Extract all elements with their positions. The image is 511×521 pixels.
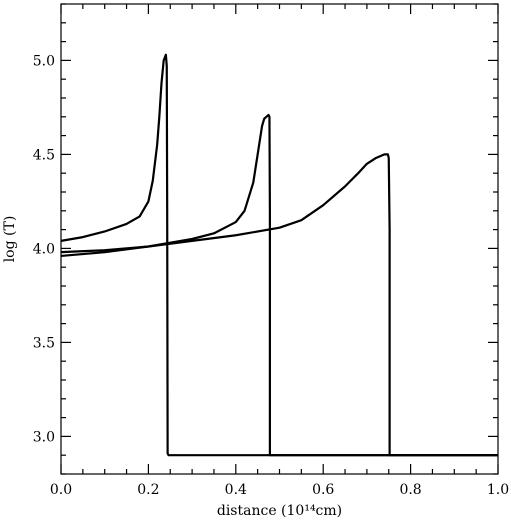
y-tick-label: 4.5 [33, 147, 55, 163]
y-tick-label: 3.0 [33, 429, 55, 445]
axis-ticks [60, 3, 499, 475]
plot-frame [60, 3, 499, 475]
series-line-3 [60, 153, 498, 457]
data-series-group [60, 53, 498, 457]
x-tick-label: 0.2 [137, 482, 159, 498]
axis-tick-labels: 0.0 0.2 0.4 0.6 0.8 1.0 3.0 3.5 4.0 4.5 5.0 [33, 53, 509, 498]
y-tick-label: 4.0 [33, 241, 55, 257]
x-tick-label: 0.6 [312, 482, 334, 498]
x-tick-label: 1.0 [487, 482, 509, 498]
series-line-1 [60, 53, 498, 457]
y-tick-label: 3.5 [33, 335, 55, 351]
y-tick-label: 5.0 [33, 53, 55, 69]
x-tick-label: 0.4 [225, 482, 247, 498]
x-axis-label: distance (10¹⁴cm) [217, 503, 342, 519]
series-line-2 [60, 113, 498, 457]
x-tick-label: 0.8 [399, 482, 421, 498]
x-tick-label: 0.0 [50, 482, 72, 498]
y-axis-label: log (T) [2, 216, 18, 263]
